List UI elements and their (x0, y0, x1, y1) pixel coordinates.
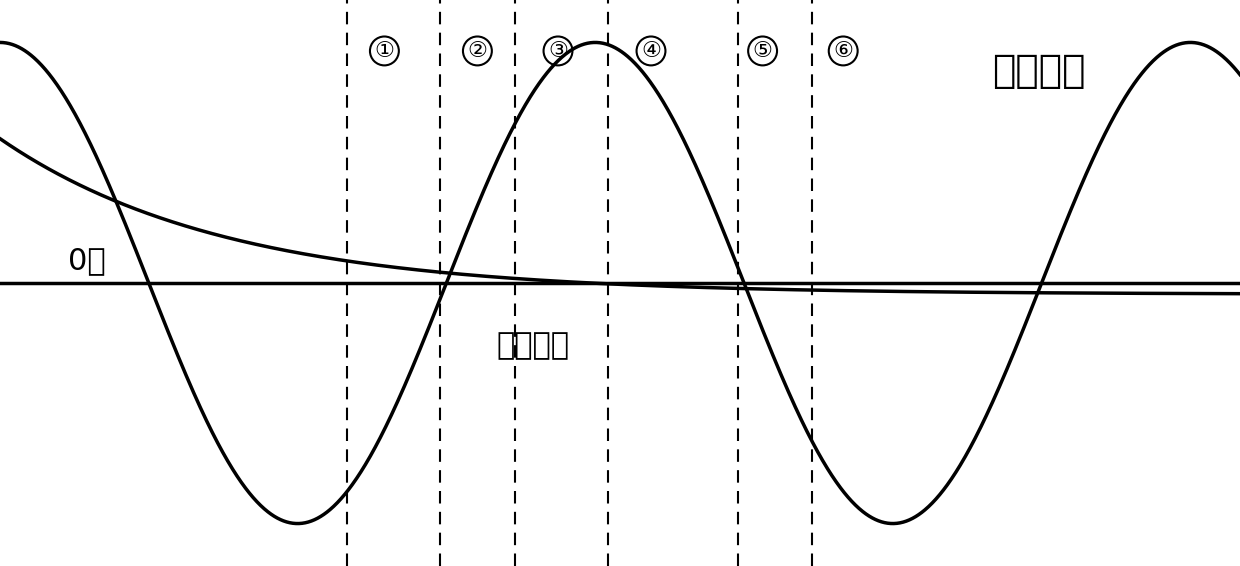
Text: 0轴: 0轴 (68, 246, 105, 275)
Text: 故障电流: 故障电流 (992, 52, 1085, 90)
Text: ①: ① (374, 41, 394, 61)
Text: 拖尾电流: 拖尾电流 (496, 331, 569, 360)
Text: ⑤: ⑤ (753, 41, 773, 61)
Text: ④: ④ (641, 41, 661, 61)
Text: ⑥: ⑥ (833, 41, 853, 61)
Text: ③: ③ (548, 41, 568, 61)
Text: ②: ② (467, 41, 487, 61)
